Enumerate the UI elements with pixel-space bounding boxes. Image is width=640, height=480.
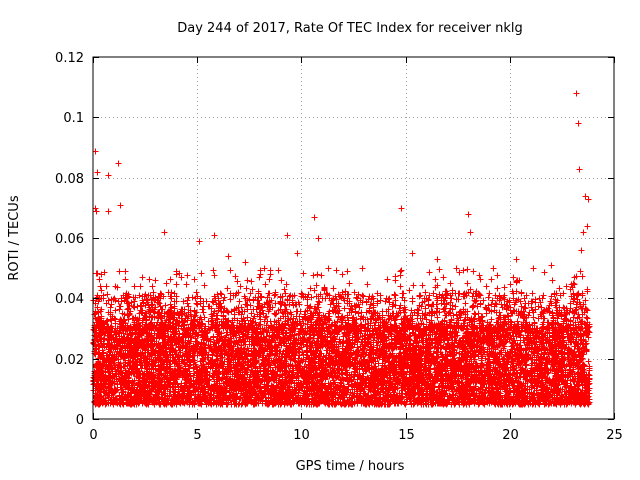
data-point <box>477 276 484 283</box>
data-point <box>262 281 269 288</box>
data-point <box>488 276 495 283</box>
data-point <box>227 296 234 303</box>
data-point <box>236 298 243 305</box>
data-point <box>298 290 305 297</box>
data-point <box>432 276 439 283</box>
data-point <box>291 292 298 299</box>
data-point <box>247 302 254 309</box>
data-point <box>205 318 212 325</box>
data-point <box>470 268 477 275</box>
data-point <box>436 309 443 316</box>
data-point <box>248 278 255 285</box>
data-point <box>200 309 207 316</box>
data-point <box>464 280 471 287</box>
data-point <box>310 272 317 279</box>
data-point <box>117 303 124 310</box>
data-point <box>271 292 278 299</box>
data-point <box>436 266 443 273</box>
data-point <box>529 290 536 297</box>
data-point <box>210 267 217 274</box>
data-point <box>300 270 307 277</box>
data-point <box>486 290 493 297</box>
data-point <box>244 314 251 321</box>
data-point <box>489 297 496 304</box>
data-point <box>282 302 289 309</box>
data-point <box>446 309 453 316</box>
data-point <box>315 298 322 305</box>
data-point <box>536 295 543 302</box>
data-point <box>201 282 208 289</box>
data-point <box>364 281 371 288</box>
data-point <box>399 294 406 301</box>
data-point <box>384 276 391 283</box>
data-point <box>440 274 447 281</box>
data-point <box>422 305 429 312</box>
data-point <box>521 304 528 311</box>
data-point <box>585 358 592 365</box>
data-point <box>577 268 584 275</box>
data-point <box>191 276 198 283</box>
data-point <box>570 280 577 287</box>
data-point <box>263 313 270 320</box>
data-point <box>116 268 123 275</box>
data-point <box>426 269 433 276</box>
data-point <box>318 272 325 279</box>
data-point <box>314 271 321 278</box>
data-point <box>173 281 180 288</box>
data-point <box>327 301 334 308</box>
data-point <box>131 283 138 290</box>
data-point <box>351 289 358 296</box>
data-point <box>452 303 459 310</box>
data-point <box>224 285 231 292</box>
data-point <box>507 281 514 288</box>
data-point <box>584 286 591 293</box>
data-point <box>476 272 483 279</box>
data-point <box>272 311 279 318</box>
data-point <box>494 285 501 292</box>
data-point <box>243 301 250 308</box>
data-points <box>90 90 593 408</box>
data-point <box>266 276 273 283</box>
data-point <box>485 294 492 301</box>
data-point <box>243 285 250 292</box>
data-point <box>360 293 367 300</box>
data-point <box>193 289 200 296</box>
data-point <box>198 270 205 277</box>
data-point <box>189 294 196 301</box>
data-point <box>477 300 484 307</box>
data-point <box>232 273 239 280</box>
